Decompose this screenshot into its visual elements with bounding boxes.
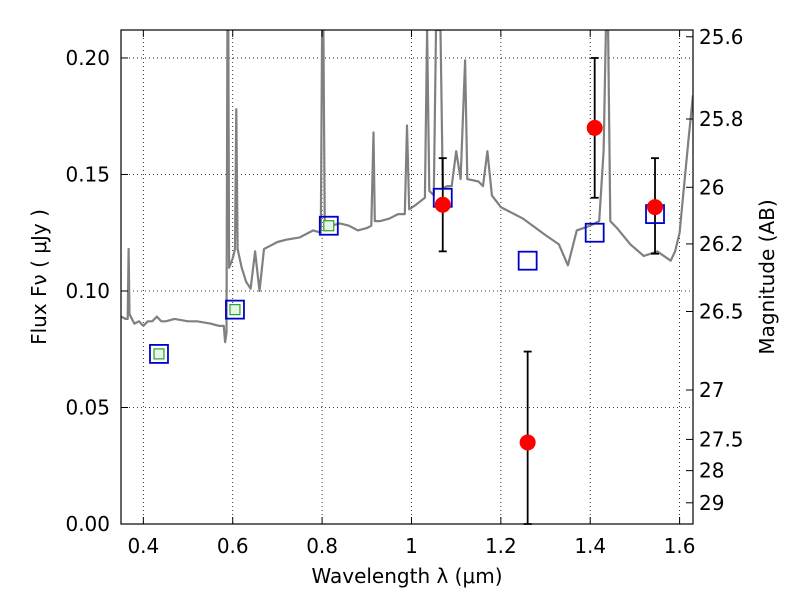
x-tick-label: 1.4 xyxy=(574,534,606,558)
plot-frame xyxy=(120,29,694,525)
y2-tick-label: 28 xyxy=(699,459,724,483)
spectrum-layer xyxy=(121,30,693,344)
y-tick-label: 0.05 xyxy=(65,395,110,419)
tick-layer xyxy=(121,30,693,525)
y-tick-label: 0.00 xyxy=(65,512,110,536)
model-photometry-box xyxy=(517,250,538,271)
model-photometry-fill xyxy=(153,348,165,360)
y-axis-title: Flux Fν ( μJy ) xyxy=(27,209,51,345)
y2-tick-label: 26 xyxy=(699,175,724,199)
y-tick-label: 0.20 xyxy=(65,46,110,70)
model-photometry-fill xyxy=(323,220,335,232)
y2-tick-label: 26.2 xyxy=(699,232,744,256)
model-photometry-box xyxy=(318,215,339,236)
tick-label-layer: 0.4 0.6 0.8 1 1.2 1.4 1.6 0.00 0.05 0.10 0.15 0.20 2… xyxy=(65,25,743,558)
observed-point xyxy=(586,119,603,136)
model-photometry-box xyxy=(584,222,605,243)
y2-tick-label: 25.6 xyxy=(699,25,744,49)
y2-tick-label: 27.5 xyxy=(699,427,744,451)
x-tick-label: 1 xyxy=(405,534,418,558)
y2-tick-label: 26.5 xyxy=(699,299,744,323)
model-photometry-box xyxy=(149,343,169,364)
y2-tick-label: 25.8 xyxy=(699,107,744,131)
model-spectrum-line xyxy=(121,30,693,344)
x-axis-title: Wavelength λ (μm) xyxy=(311,564,502,588)
y2-tick-label: 29 xyxy=(699,491,724,515)
y-tick-label: 0.15 xyxy=(65,162,110,186)
observed-point xyxy=(434,196,451,213)
observed-point xyxy=(519,434,536,451)
model-photometry-layer xyxy=(149,187,665,364)
grid xyxy=(121,30,693,525)
observed-point xyxy=(647,199,664,216)
x-tick-label: 0.8 xyxy=(306,534,338,558)
x-tick-label: 0.6 xyxy=(217,534,249,558)
model-photometry-fill xyxy=(229,304,241,316)
x-tick-label: 1.2 xyxy=(485,534,517,558)
y2-tick-label: 27 xyxy=(699,378,724,402)
y2-axis-title: Magnitude (AB) xyxy=(755,199,779,354)
x-tick-label: 0.4 xyxy=(127,534,159,558)
x-tick-label: 1.6 xyxy=(664,534,696,558)
observed-points-layer xyxy=(434,119,664,451)
model-photometry-box xyxy=(225,299,245,320)
y-tick-label: 0.10 xyxy=(65,279,110,303)
